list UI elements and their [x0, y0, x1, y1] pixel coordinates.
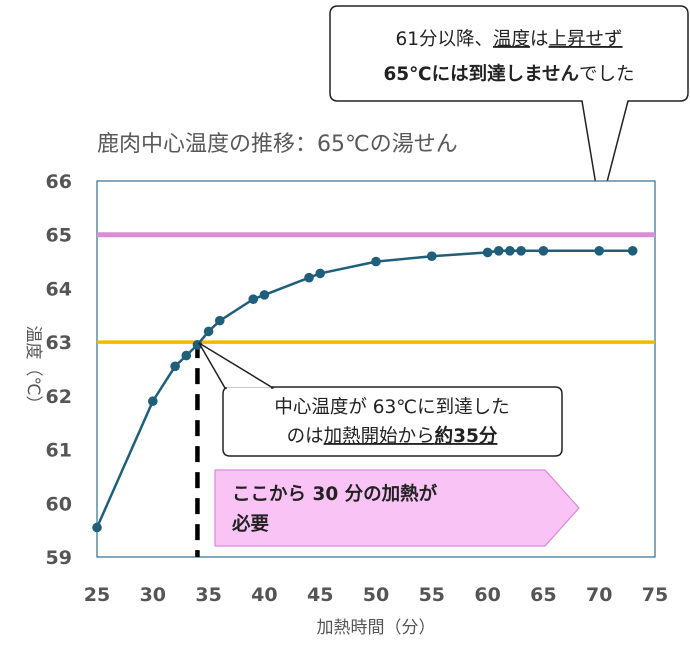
- callout-run: 約35分: [435, 425, 498, 447]
- y-tick-label: 66: [46, 171, 72, 193]
- data-point: [371, 256, 381, 267]
- callout-run: は: [530, 29, 549, 50]
- y-tick-label: 62: [46, 386, 72, 408]
- callout-run: 加熱開始から: [324, 426, 435, 447]
- y-axis-label: 温度（℃）: [23, 325, 43, 412]
- x-tick-label: 40: [251, 584, 277, 606]
- data-point: [427, 251, 437, 261]
- callout-run: でした: [579, 64, 635, 85]
- series-points: [92, 246, 638, 533]
- callout-run: 温度: [493, 29, 530, 50]
- data-point: [259, 290, 270, 300]
- mid-callout-bubble: [222, 386, 563, 457]
- data-point: [148, 396, 158, 407]
- arrow-shape: [214, 469, 580, 547]
- y-tick-label: 65: [46, 225, 72, 247]
- top-callout: 61分以降、温度は上昇せず 65℃には到達しませんでした: [329, 5, 689, 210]
- arrow-label: ここから 30 分の加熱が 必要: [214, 469, 580, 547]
- y-tick-label: 59: [46, 547, 72, 569]
- axis-ticks: 25 30 35 40 45 50 55 60 65 70 75 59 60 61 62 63 64 65 66: [46, 171, 669, 606]
- data-point: [482, 247, 493, 258]
- callout-run: 61分以降、: [395, 29, 493, 50]
- data-point: [203, 326, 214, 337]
- top-callout-line2: 65℃には到達しませんでした: [383, 64, 634, 85]
- x-tick-label: 75: [642, 584, 668, 606]
- data-point: [516, 246, 526, 256]
- y-tick-label: 60: [46, 493, 72, 515]
- data-point: [304, 272, 314, 283]
- mid-callout: 中心温度が 63℃に到達した のは加熱開始から約35分: [198, 342, 563, 457]
- data-point: [505, 246, 515, 256]
- data-point: [538, 246, 549, 256]
- data-point: [192, 340, 203, 350]
- data-point: [92, 522, 102, 533]
- x-tick-label: 55: [419, 584, 445, 606]
- arrow-label-line1: ここから 30 分の加熱が: [232, 483, 438, 505]
- top-callout-line1: 61分以降、温度は上昇せず: [395, 29, 622, 50]
- x-tick-label: 70: [586, 584, 612, 606]
- x-tick-label: 60: [474, 584, 500, 606]
- x-axis-label: 加熱時間（分）: [317, 618, 436, 638]
- data-point: [170, 361, 180, 372]
- data-point: [627, 246, 638, 256]
- x-tick-label: 30: [140, 584, 166, 606]
- data-point: [181, 350, 192, 361]
- x-tick-label: 35: [195, 584, 221, 606]
- y-tick-label: 63: [46, 332, 72, 354]
- top-callout-bubble: [329, 5, 689, 210]
- data-point: [248, 294, 259, 304]
- y-tick-label: 64: [46, 278, 72, 300]
- data-point: [315, 268, 326, 279]
- x-tick-label: 65: [530, 584, 556, 606]
- mid-callout-line1: 中心温度が 63℃に到達した: [274, 397, 509, 418]
- data-point: [594, 246, 604, 256]
- callout-run: のは: [287, 426, 324, 447]
- arrow-label-line2: 必要: [231, 513, 269, 535]
- chart-title: 鹿肉中心温度の推移：65℃の湯せん: [97, 132, 458, 157]
- data-point: [214, 315, 225, 326]
- x-tick-label: 25: [84, 584, 110, 606]
- callout-run: 上昇せず: [549, 29, 623, 50]
- data-point: [493, 246, 504, 256]
- mid-callout-line2: のは加熱開始から約35分: [287, 425, 498, 447]
- x-tick-label: 50: [363, 584, 389, 606]
- callout-run: 65℃には到達しません: [383, 64, 579, 85]
- y-tick-label: 61: [46, 440, 72, 462]
- callout-run: 中心温度が 63℃に到達した: [274, 397, 509, 418]
- x-tick-label: 45: [307, 584, 333, 606]
